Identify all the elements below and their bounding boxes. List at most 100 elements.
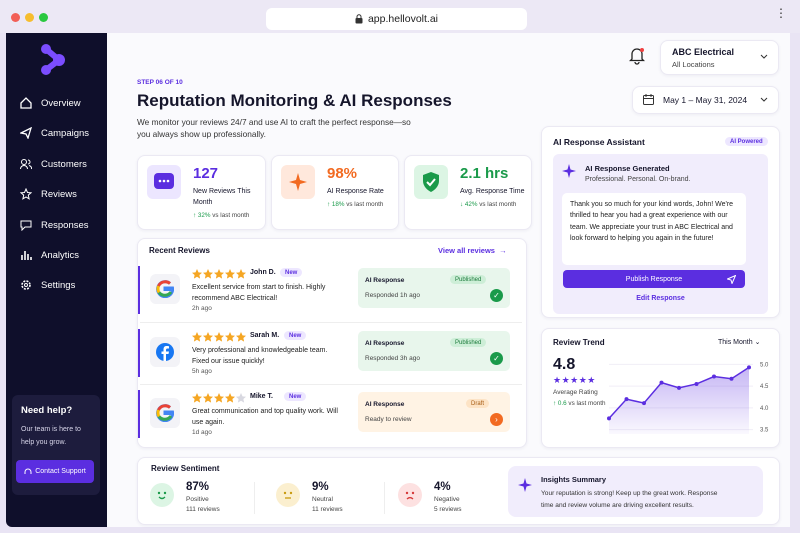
location-selector[interactable]: ABC Electrical All Locations [660,40,779,75]
element [20,188,32,200]
logo-shape [156,409,161,418]
assistant-panel: AI Response Generated Professional. Pers… [553,154,768,314]
y-tick-label: 4.0 [760,406,769,412]
help-title: Need help? [21,405,73,416]
element [426,178,436,187]
nav-icon [20,188,32,200]
review-trend-card: Review Trend This Month ⌄ 4.8 ★★★★★ Aver… [541,328,780,448]
face-mouth [406,496,414,500]
element [289,173,307,191]
star [203,393,213,403]
element [643,95,654,105]
date-picker[interactable]: May 1 – May 31, 2024 [632,86,779,114]
reviewer-name: Sarah M. [250,332,280,339]
element [20,159,32,170]
element: ↑ 32% [193,212,211,219]
stat-label: AI Response Rate [327,188,384,195]
star-rating [192,393,246,403]
stat-icon [147,165,181,199]
star [236,269,246,279]
nav-item[interactable]: Responses [20,219,89,231]
chevron [760,97,768,102]
edit-button[interactable]: Edit Response [636,295,685,302]
headset-icon [24,468,32,474]
comparison: vs last month [346,201,384,208]
sentiment-divider [384,482,385,514]
trend-point [694,381,699,386]
review-action[interactable]: › [490,413,503,426]
new-badge: New [284,392,307,401]
trend-point [607,416,611,421]
logo-shape [161,346,169,361]
sentiment-percent: 9% [312,481,329,493]
star [214,269,224,279]
y-tick-label: 3.5 [760,428,769,434]
face-eye [157,491,161,495]
element [21,280,31,290]
star [192,269,202,279]
logo-shape [157,291,173,297]
review-time: 5h ago [192,368,212,375]
element [760,97,768,102]
bell-icon[interactable] [629,47,645,65]
url-bar[interactable]: app.hellovolt.ai [266,8,527,30]
nav-item[interactable]: Customers [20,158,87,170]
chat-icon [154,173,174,189]
nav-item[interactable]: Overview [20,97,81,109]
nav-item[interactable]: Campaigns [20,127,89,139]
stat-card: 2.1 hrs Avg. Response Time ↓ 42% vs last… [404,155,532,230]
nav-label: Overview [41,97,81,109]
element [640,48,644,52]
ai-badge: AI Powered [725,137,768,146]
chevron [760,54,768,59]
trend-point [747,365,751,370]
trend-point [624,397,629,402]
nav-label: Reviews [41,188,77,200]
element [643,94,654,99]
response-status: Published [450,338,487,347]
nav-icon [20,127,32,139]
browser-bar: app.hellovolt.ai ⋮ [0,0,800,33]
window-max [39,13,48,22]
response-label: AI Response [365,340,405,347]
stat-icon [414,165,448,199]
browser-menu[interactable]: ⋮ [775,6,787,20]
element [629,48,645,65]
review-text: Very professional and knowledgeable team… [192,347,328,365]
trend-area [609,367,749,434]
logo-shape [157,280,171,287]
trend-point [659,380,664,385]
view-all-link[interactable]: View all reviews → [438,246,507,255]
stat-value: 127 [193,165,219,182]
response-status: Draft [466,399,490,408]
star [236,393,246,403]
star-rating [192,269,246,279]
sentiment-count: 111 reviews [186,506,220,513]
stat-value: 2.1 hrs [460,165,509,182]
page-subtitle: We monitor your reviews 24/7 and use AI … [137,117,411,139]
send-icon [727,275,736,284]
stat-change: ↓ 42% vs last month [460,201,516,208]
element [727,275,736,284]
period-selector[interactable]: This Month ⌄ [718,339,761,346]
nav-item[interactable]: Settings [20,279,75,291]
nav-item[interactable]: Analytics [20,249,79,261]
period: This Month [718,339,753,346]
response-label: AI Response [365,277,405,284]
nav-item[interactable]: Reviews [20,188,77,200]
sparkle-icon [518,478,532,492]
average-stars: ★★★★★ [553,375,596,385]
logo-shape [157,415,173,421]
publish-button[interactable]: Publish Response [563,270,745,288]
source-logo [156,280,174,298]
element: ↑ 18% [327,201,345,208]
logo-shape [156,285,161,294]
insights-title: Insights Summary [541,475,607,484]
nav-icon [21,280,31,290]
face-eye [163,491,167,495]
star [214,393,224,403]
contact-button[interactable]: Contact Support [16,460,94,483]
star [192,332,202,342]
lock-icon [355,14,363,24]
page-title: Reputation Monitoring & AI Responses [137,91,452,110]
